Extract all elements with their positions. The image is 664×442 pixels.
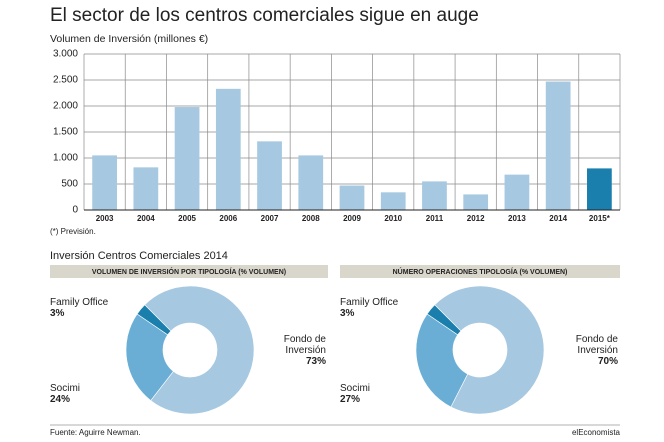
y-tick-label: 2.000 — [53, 101, 78, 112]
slice-label: Socimi 27% — [340, 383, 430, 405]
slice-name: Socimi — [340, 383, 371, 394]
slice-label: Fondo de Inversión 70% — [558, 334, 618, 367]
slice-name: Family Office — [50, 297, 109, 308]
donut-slice — [434, 285, 545, 415]
y-tick-label: 500 — [61, 179, 78, 190]
bar — [92, 155, 117, 210]
slice-name: Family Office — [340, 297, 399, 308]
footnote: (*) Previsión. — [50, 227, 96, 236]
donut-slice — [125, 313, 174, 401]
x-tick-label: 2006 — [219, 214, 237, 223]
y-tick-label: 1.000 — [53, 153, 78, 164]
x-tick-label: 2014 — [549, 214, 567, 223]
slice-value: 24% — [50, 394, 71, 405]
bar — [298, 155, 324, 210]
bar — [545, 81, 571, 210]
slice-label: Fondo de Inversión 73% — [266, 334, 326, 367]
donut-slice — [415, 313, 469, 408]
y-tick-label: 2.500 — [53, 75, 78, 86]
x-tick-label: 2004 — [137, 214, 155, 223]
x-tick-label: 2009 — [343, 214, 361, 223]
panel-header — [50, 265, 328, 278]
brand: elEconomista — [572, 428, 621, 437]
slice-value: 70% — [597, 356, 618, 367]
page-title: El sector de los centros comerciales sig… — [50, 5, 479, 26]
x-tick-label: 2013 — [508, 214, 526, 223]
bar — [174, 107, 200, 210]
bar — [133, 167, 159, 210]
chart-title: Volumen de Inversión (millones €) — [50, 33, 208, 45]
slice-value: 27% — [340, 394, 361, 405]
y-tick-label: 3.000 — [53, 49, 78, 60]
slice-value: 3% — [50, 308, 65, 319]
slice-label: Family Office 3% — [50, 297, 140, 319]
x-tick-label: 2012 — [467, 214, 485, 223]
bar — [257, 141, 282, 210]
panel-title: VOLUMEN DE INVERSIÓN POR TIPOLOGÍA (% VO… — [92, 267, 286, 276]
x-tick-label: 2011 — [426, 214, 444, 223]
slice-name: Fondo de Inversión — [283, 334, 326, 356]
x-tick-label: 2015* — [589, 214, 611, 223]
bar — [504, 174, 530, 210]
panel-header — [340, 265, 620, 278]
x-tick-label: 2008 — [302, 214, 320, 223]
slice-value: 73% — [305, 356, 326, 367]
bar — [422, 181, 447, 210]
bar — [215, 88, 241, 210]
y-tick-label: 1.500 — [53, 127, 78, 138]
y-tick-label: 0 — [72, 205, 78, 216]
donut-slice — [144, 285, 255, 415]
bar — [463, 194, 489, 210]
slice-name: Socimi — [50, 383, 81, 394]
slice-name: Fondo de Inversión — [575, 334, 618, 356]
panel-title: NÚMERO OPERACIONES TIPOLOGÍA (% VOLUMEN) — [393, 267, 568, 276]
x-tick-label: 2003 — [96, 214, 114, 223]
x-tick-label: 2007 — [261, 214, 279, 223]
section-title: Inversión Centros Comerciales 2014 — [50, 250, 228, 262]
bar — [587, 168, 612, 210]
slice-label: Family Office 3% — [340, 297, 430, 319]
source: Fuente: Aguirre Newman. — [50, 428, 141, 437]
bar — [380, 192, 406, 210]
slice-value: 3% — [340, 308, 355, 319]
x-tick-label: 2005 — [178, 214, 196, 223]
slice-label: Socimi 24% — [50, 383, 140, 405]
x-tick-label: 2010 — [384, 214, 402, 223]
bar — [339, 185, 365, 210]
